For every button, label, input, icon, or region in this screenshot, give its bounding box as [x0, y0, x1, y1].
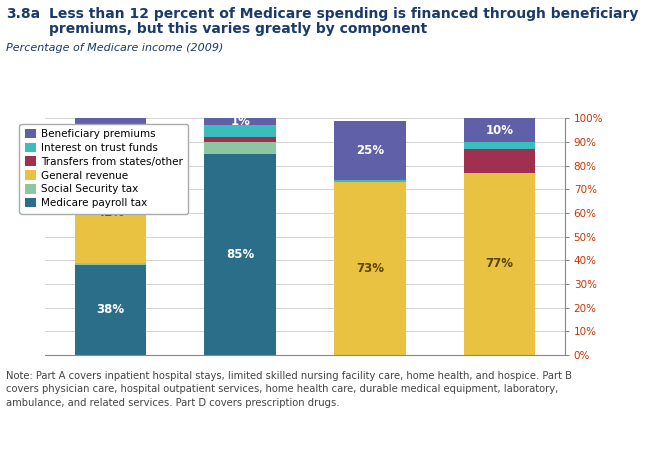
Text: 85%: 85% — [226, 248, 254, 261]
Text: Percentage of Medicare income (2009): Percentage of Medicare income (2009) — [6, 43, 224, 53]
Text: Less than 12 percent of Medicare spending is financed through beneficiary: Less than 12 percent of Medicare spendin… — [49, 7, 638, 21]
Text: premiums, but this varies greatly by component: premiums, but this varies greatly by com… — [49, 22, 427, 36]
Text: Note: Part A covers inpatient hospital stays, limited skilled nursing facility c: Note: Part A covers inpatient hospital s… — [6, 371, 572, 381]
Bar — [464, 173, 535, 355]
Bar — [464, 149, 535, 173]
Text: 25%: 25% — [356, 144, 384, 157]
Bar — [204, 118, 276, 126]
Text: 3.8a: 3.8a — [6, 7, 41, 21]
Text: 38%: 38% — [96, 303, 125, 316]
Text: 77%: 77% — [485, 258, 514, 270]
Bar — [75, 163, 146, 263]
Bar — [204, 142, 276, 154]
Bar — [334, 121, 406, 180]
Text: ambulance, and related services. Part D covers prescription drugs.: ambulance, and related services. Part D … — [6, 398, 340, 408]
Bar — [75, 118, 146, 149]
Bar — [75, 156, 146, 163]
Bar — [75, 149, 146, 156]
Bar — [464, 118, 535, 142]
Text: 42%: 42% — [96, 207, 125, 219]
Bar — [75, 265, 146, 355]
Text: 10%: 10% — [485, 124, 514, 136]
Bar — [204, 154, 276, 355]
Bar — [334, 182, 406, 355]
Legend: Beneficiary premiums, Interest on trust funds, Transfers from states/other, Gene: Beneficiary premiums, Interest on trust … — [19, 123, 188, 213]
Bar — [204, 126, 276, 137]
Bar — [464, 142, 535, 149]
Text: covers physician care, hospital outpatient services, home health care, durable m: covers physician care, hospital outpatie… — [6, 384, 559, 394]
Text: 1%: 1% — [230, 116, 250, 128]
Bar — [334, 180, 406, 182]
Text: 13%: 13% — [96, 127, 125, 140]
Text: 73%: 73% — [356, 262, 384, 275]
Bar — [204, 137, 276, 142]
Bar — [75, 263, 146, 265]
